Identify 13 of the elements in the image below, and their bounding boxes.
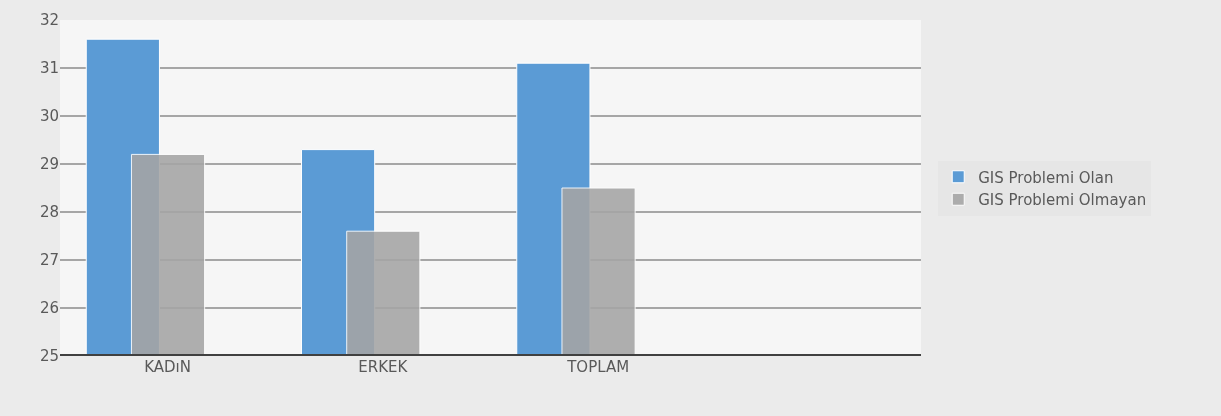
y-tick-label: 27 [39, 251, 59, 270]
x-tick-label: ERKEK [358, 358, 409, 376]
legend-label: GIS Problemi Olmayan [978, 191, 1147, 210]
y-tick-label: 30 [39, 107, 59, 126]
y-tick-label: 25 [39, 347, 59, 366]
y-tick-label: 31 [39, 59, 59, 78]
y-tick-label: 29 [39, 155, 59, 174]
x-tick-label: TOPLAM [566, 358, 630, 376]
x-tick-label: KADıN [144, 358, 192, 376]
y-tick-label: 26 [39, 299, 59, 318]
legend-label: GIS Problemi Olan [978, 168, 1114, 187]
y-tick-label: 32 [39, 11, 59, 30]
y-tick-label: 28 [39, 203, 59, 222]
